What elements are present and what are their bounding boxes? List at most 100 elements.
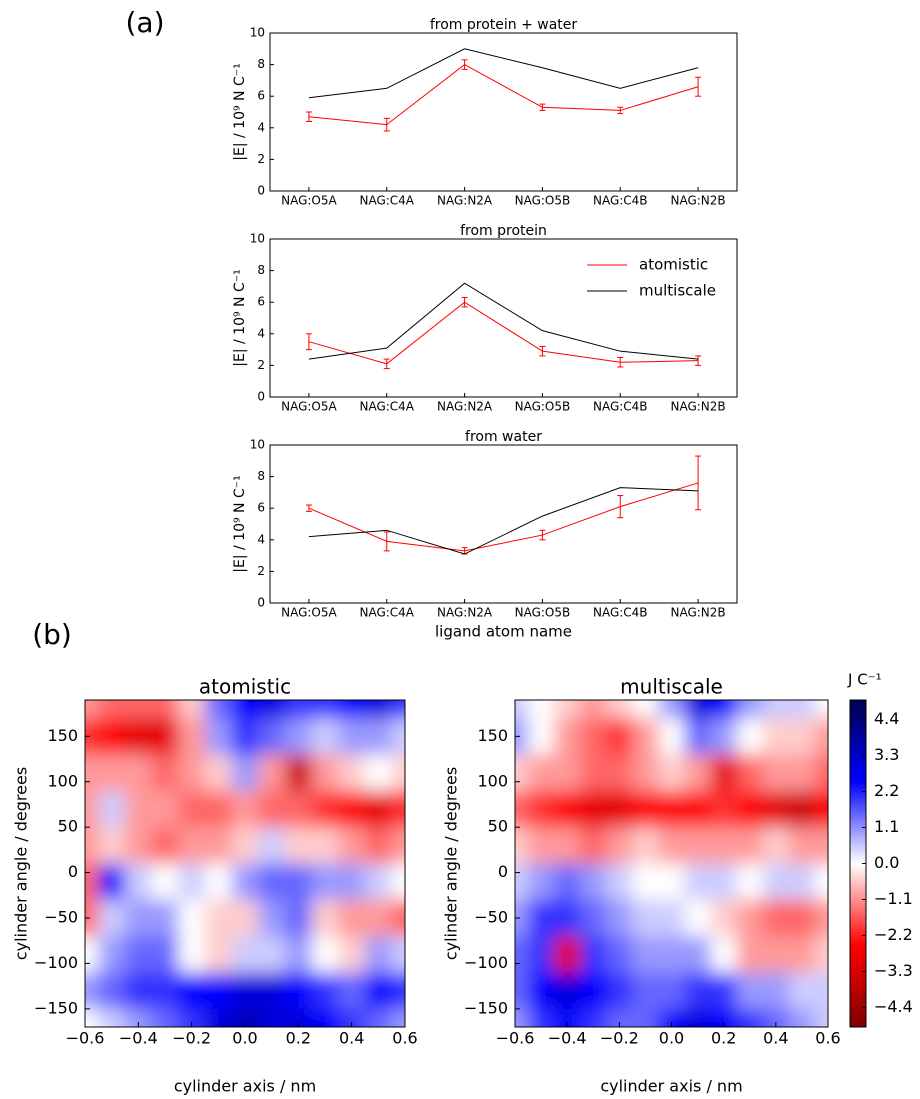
heatmap-cell [788, 899, 816, 937]
heatmap-cell [684, 936, 712, 973]
heatmap-cell [710, 972, 738, 1010]
heatmap-cell [762, 972, 790, 1010]
heatmap-cell [205, 700, 233, 719]
colorbar-tick-label: −2.2 [874, 925, 913, 944]
heatmap-cell [684, 827, 712, 864]
heatmap-cell [231, 863, 259, 901]
heatmap-cell [151, 718, 179, 755]
error-bar [539, 529, 546, 541]
heatmap-cell [606, 936, 633, 973]
colorbar-tick-label: −1.1 [874, 889, 913, 908]
y-tick-label: −50 [474, 908, 508, 927]
heatmap-cell [554, 936, 581, 973]
chart-title: from protein + water [430, 17, 578, 33]
heatmap-cell [311, 972, 339, 1010]
y-tick-label: 0 [257, 184, 265, 198]
heatmap-cell [762, 718, 790, 755]
error-bar [617, 495, 624, 519]
heatmap-cell [554, 790, 581, 828]
heatmap-cell [632, 863, 659, 901]
colorbar-tick-label: 2.2 [874, 781, 899, 800]
heatmap-cell [658, 899, 686, 937]
y-tick-label: 100 [47, 771, 78, 790]
colorbar-tick-label: 0.0 [874, 853, 899, 872]
heatmap-cell [528, 827, 555, 864]
heatmap-cell [788, 936, 816, 973]
heatmap-cell [231, 718, 259, 755]
heatmap-cell [391, 863, 405, 901]
heatmap-cell [231, 899, 259, 937]
heatmap-cell [606, 827, 633, 864]
heatmap-cell [338, 754, 366, 792]
heatmap-cell [762, 790, 790, 828]
heatmap-cell [658, 754, 686, 792]
x-tick-label: NAG:O5B [515, 400, 571, 414]
y-tick-label: −150 [464, 998, 508, 1017]
y-tick-label: 6 [257, 501, 265, 515]
heatmap-cell [231, 936, 259, 973]
heatmap-cell [762, 936, 790, 973]
heatmap-cell [311, 936, 339, 973]
heatmap-cell [125, 899, 153, 937]
heatmap-cell [554, 754, 581, 792]
heatmap-cell [311, 1008, 339, 1027]
heatmap-cell [606, 899, 633, 937]
heatmap-cell [178, 700, 206, 719]
heatmap-cell [151, 790, 179, 828]
heatmap-cell [151, 899, 179, 937]
plot-frame [269, 32, 738, 192]
heatmap-cell [684, 972, 712, 1010]
heatmap-cell [580, 700, 607, 719]
heatmap-cell [528, 936, 555, 973]
legend-label: multiscale [639, 282, 716, 300]
y-tick-label: 6 [257, 89, 265, 103]
heatmap-cell [85, 700, 99, 719]
chart-title: atomistic [199, 675, 291, 699]
heatmap-cell [684, 899, 712, 937]
colorbar-tick-label: −3.3 [874, 961, 913, 980]
y-axis-label: cylinder angle / degrees [442, 767, 461, 960]
y-tick-label: 10 [250, 438, 265, 452]
y-tick-label: 100 [477, 771, 508, 790]
heatmap-cell [151, 863, 179, 901]
plot-frame [269, 238, 738, 398]
heatmap-cell [231, 700, 259, 719]
error-bar [305, 333, 312, 351]
heatmap-cell [125, 827, 153, 864]
heatmap-cell [710, 899, 738, 937]
heatmap-cell [515, 899, 529, 937]
heatmap-cell [814, 972, 828, 1010]
x-tick-label: −0.2 [172, 1029, 211, 1048]
heatmap-cell [632, 1008, 659, 1027]
error-bar [617, 357, 624, 368]
y-tick-label: 10 [250, 26, 265, 40]
heatmap-cell [684, 700, 712, 719]
heatmap-cell [528, 972, 555, 1010]
x-tick-label: NAG:N2B [670, 606, 725, 620]
heatmap-cell [736, 863, 764, 901]
heatmap-cell [710, 790, 738, 828]
y-tick-label: 8 [257, 263, 265, 277]
heatmap-cell [606, 754, 633, 792]
heatmap-cell [178, 972, 206, 1010]
heatmap-cell [338, 899, 366, 937]
heatmap-cell [338, 718, 366, 755]
y-axis-label: |E| / 10⁹ N C⁻¹ [232, 63, 248, 160]
y-axis-label: |E| / 10⁹ N C⁻¹ [232, 269, 248, 366]
heatmap-cell [788, 863, 816, 901]
heatmap-cell [762, 754, 790, 792]
error-bar [383, 531, 390, 552]
heatmap-cell [658, 718, 686, 755]
heatmap-cell [285, 754, 313, 792]
x-tick-label: 0.2 [286, 1029, 311, 1048]
heatmap-cell [736, 1008, 764, 1027]
heatmap-cell [736, 827, 764, 864]
heatmap-cell [258, 972, 286, 1010]
heatmap-cell [311, 754, 339, 792]
x-tick-label: 0.0 [659, 1029, 684, 1048]
heatmap-cell [710, 863, 738, 901]
heatmap-cell [205, 718, 233, 755]
heatmap-cell [632, 899, 659, 937]
heatmap-cell [580, 863, 607, 901]
